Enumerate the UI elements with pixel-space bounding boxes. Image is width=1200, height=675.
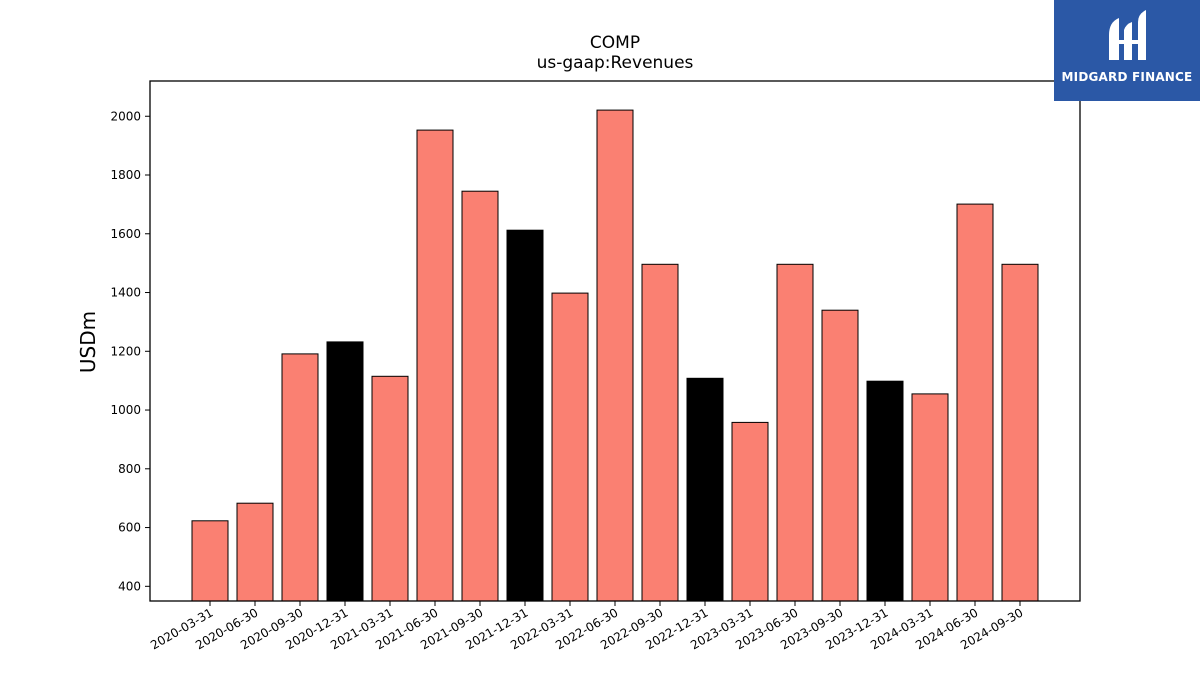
bars-group <box>191 109 1039 602</box>
bar-2024-06-30 <box>956 203 994 602</box>
bar-2023-12-31 <box>866 380 904 602</box>
bar-2023-09-30 <box>821 309 859 602</box>
y-tick-label: 1000 <box>110 403 141 417</box>
y-tick-label: 1600 <box>110 227 141 241</box>
y-tick-label: 600 <box>118 521 141 535</box>
bar-2021-03-31 <box>371 375 409 602</box>
y-tick-label: 400 <box>118 579 141 593</box>
y-tick-label: 800 <box>118 462 141 476</box>
y-axis-label: USDm <box>76 311 100 373</box>
logo-mark-icon <box>1109 10 1146 60</box>
bar-2022-06-30 <box>596 109 634 602</box>
logo-text: MIDGARD FINANCE <box>1061 70 1193 84</box>
bar-2021-06-30 <box>416 129 454 602</box>
y-tick-label: 1200 <box>110 344 141 358</box>
bar-2020-12-31 <box>326 341 364 602</box>
chart-subtitle: us-gaap:Revenues <box>537 53 694 73</box>
bar-2022-09-30 <box>641 263 679 602</box>
bar-2024-09-30 <box>1001 263 1039 602</box>
y-tick-label: 2000 <box>110 109 141 123</box>
x-ticks-group: 2020-03-312020-06-302020-09-302020-12-31… <box>148 601 1026 652</box>
midgard-finance-logo: MIDGARD FINANCE <box>1054 0 1200 101</box>
bar-2022-03-31 <box>551 292 589 602</box>
bar-2021-12-31 <box>506 229 544 602</box>
y-ticks-group: 400 600 800 1000 1200 1400 1600 1800 2000 <box>110 109 150 593</box>
y-tick-label: 1800 <box>110 168 141 182</box>
y-tick-label: 1400 <box>110 286 141 300</box>
bar-2020-06-30 <box>236 502 274 602</box>
bar-2023-03-31 <box>731 421 769 602</box>
bar-2021-09-30 <box>461 190 499 602</box>
bar-2020-03-31 <box>191 520 229 602</box>
bar-2022-12-31 <box>686 377 724 602</box>
bar-2023-06-30 <box>776 263 814 602</box>
chart-title: COMP <box>590 33 640 53</box>
bar-2024-03-31 <box>911 393 949 602</box>
bar-2020-09-30 <box>281 353 319 602</box>
plot-frame <box>149 80 1081 602</box>
